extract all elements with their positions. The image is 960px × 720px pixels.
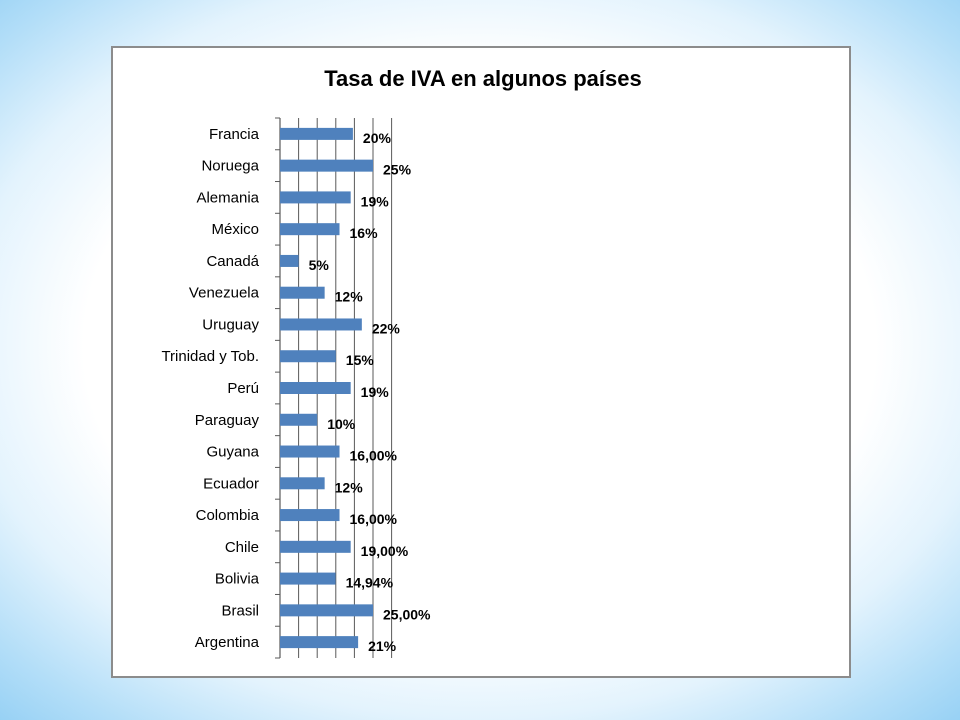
- bar: [280, 445, 340, 458]
- category-label: Guyana: [206, 444, 259, 461]
- category-label: Venezuela: [189, 285, 260, 302]
- bar: [280, 636, 359, 649]
- data-label: 21%: [368, 638, 397, 654]
- category-label: Perú: [227, 380, 259, 397]
- bar: [280, 604, 373, 617]
- category-label: Trinidad y Tob.: [161, 348, 259, 365]
- chart-title: Tasa de IVA en algunos países: [324, 66, 642, 91]
- bar: [280, 159, 373, 172]
- category-label: Noruega: [201, 158, 259, 175]
- bar: [280, 413, 318, 426]
- data-label: 10%: [327, 416, 356, 432]
- data-label: 20%: [363, 130, 392, 146]
- data-label: 12%: [335, 479, 364, 495]
- bar: [280, 572, 336, 585]
- bar: [280, 509, 340, 522]
- bar-chart: Francia 20% Noruega 25% Alemania 19% México 16%…: [161, 117, 431, 659]
- category-label: Colombia: [196, 507, 260, 524]
- chart-frame: Tasa de IVA en algunos países Francia 20%…: [111, 46, 851, 678]
- data-label: 19%: [361, 384, 390, 400]
- bar: [280, 191, 351, 204]
- bar: [280, 382, 351, 394]
- bar: [280, 477, 325, 490]
- category-label: Argentina: [195, 634, 260, 651]
- data-label: 16,00%: [350, 448, 398, 464]
- bar: [280, 318, 362, 331]
- data-label: 12%: [335, 289, 364, 305]
- category-label: Canadá: [206, 253, 259, 270]
- category-label: Brasil: [221, 602, 259, 619]
- data-label: 19,00%: [361, 543, 409, 559]
- bar: [280, 127, 353, 140]
- bar: [280, 223, 340, 236]
- data-label: 14,94%: [346, 575, 394, 591]
- bar: [280, 350, 336, 363]
- data-label: 5%: [309, 257, 330, 273]
- data-label: 25%: [383, 162, 412, 178]
- category-label: Bolivia: [215, 571, 260, 588]
- data-label: 19%: [361, 193, 390, 209]
- data-label: 22%: [372, 320, 401, 336]
- category-label: Alemania: [196, 189, 259, 206]
- category-label: Francia: [209, 126, 260, 143]
- bar: [280, 286, 325, 299]
- data-label: 25,00%: [383, 606, 431, 622]
- data-label: 15%: [346, 352, 375, 368]
- bar: [280, 540, 351, 553]
- category-label: Paraguay: [195, 412, 260, 429]
- category-label: Ecuador: [203, 475, 259, 492]
- bar: [280, 254, 299, 267]
- data-label: 16%: [350, 225, 379, 241]
- category-label: Uruguay: [202, 316, 259, 333]
- category-label: México: [211, 221, 259, 238]
- category-label: Chile: [225, 539, 259, 556]
- data-label: 16,00%: [350, 511, 398, 527]
